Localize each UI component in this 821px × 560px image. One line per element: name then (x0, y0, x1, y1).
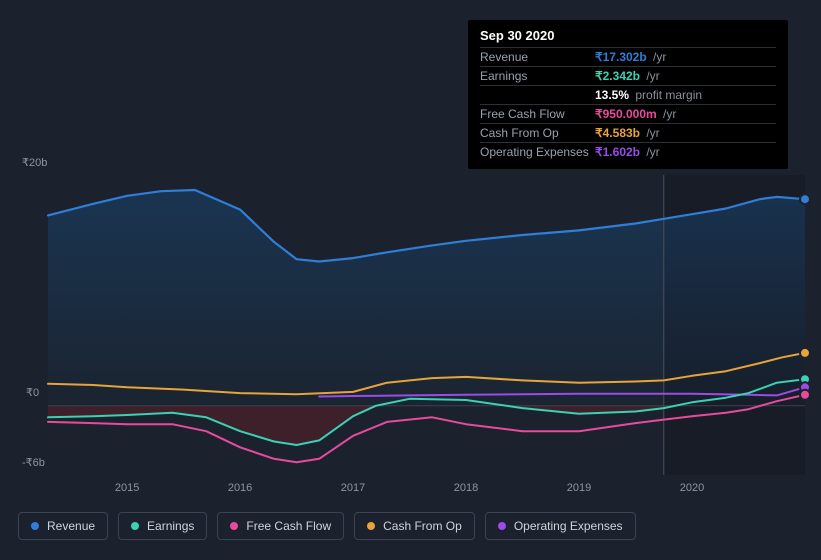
x-tick-label: 2018 (454, 482, 478, 494)
tooltip-row-label: Free Cash Flow (480, 107, 595, 121)
tooltip-row-label: Cash From Op (480, 126, 595, 140)
tooltip-date: Sep 30 2020 (480, 28, 776, 43)
tooltip-row-value: ₹1.602b /yr (595, 145, 660, 159)
tooltip-row: Cash From Op₹4.583b /yr (480, 123, 776, 142)
x-tick-label: 2019 (567, 482, 591, 494)
tooltip-row-value: ₹4.583b /yr (595, 126, 660, 140)
y-tick-label: ₹20b (22, 156, 47, 169)
tooltip-row: Free Cash Flow₹950.000m /yr (480, 104, 776, 123)
legend-dot-icon (367, 522, 375, 530)
tooltip-row-value: 13.5% profit margin (595, 88, 702, 102)
legend-item[interactable]: Earnings (118, 512, 207, 540)
tooltip-row-value: ₹2.342b /yr (595, 69, 660, 83)
tooltip-row: Operating Expenses₹1.602b /yr (480, 142, 776, 161)
x-tick-label: 2017 (341, 482, 365, 494)
tooltip-row: 13.5% profit margin (480, 85, 776, 104)
legend-item[interactable]: Free Cash Flow (217, 512, 344, 540)
x-tick-label: 2015 (115, 482, 139, 494)
legend-dot-icon (31, 522, 39, 530)
legend-item-label: Earnings (147, 519, 194, 533)
legend-item[interactable]: Operating Expenses (485, 512, 636, 540)
legend-dot-icon (230, 522, 238, 530)
legend-item-label: Revenue (47, 519, 95, 533)
legend-dot-icon (498, 522, 506, 530)
legend-item[interactable]: Cash From Op (354, 512, 475, 540)
legend-item[interactable]: Revenue (18, 512, 108, 540)
tooltip-row: Revenue₹17.302b /yr (480, 47, 776, 66)
tooltip-row-value: ₹950.000m /yr (595, 107, 676, 121)
tooltip-row: Earnings₹2.342b /yr (480, 66, 776, 85)
chart-tooltip: Sep 30 2020 Revenue₹17.302b /yrEarnings₹… (468, 20, 788, 169)
y-tick-label: -₹6b (22, 456, 45, 469)
legend-item-label: Free Cash Flow (246, 519, 331, 533)
x-tick-label: 2016 (228, 482, 252, 494)
legend-item-label: Operating Expenses (514, 519, 623, 533)
tooltip-row-label (480, 88, 595, 102)
legend-item-label: Cash From Op (383, 519, 462, 533)
tooltip-row-label: Revenue (480, 50, 595, 64)
legend-dot-icon (131, 522, 139, 530)
chart-legend: Revenue Earnings Free Cash Flow Cash From O… (18, 512, 636, 540)
tooltip-row-label: Operating Expenses (480, 145, 595, 159)
y-tick-label: ₹0 (26, 386, 39, 399)
tooltip-row-value: ₹17.302b /yr (595, 50, 666, 64)
tooltip-row-label: Earnings (480, 69, 595, 83)
x-tick-label: 2020 (680, 482, 704, 494)
